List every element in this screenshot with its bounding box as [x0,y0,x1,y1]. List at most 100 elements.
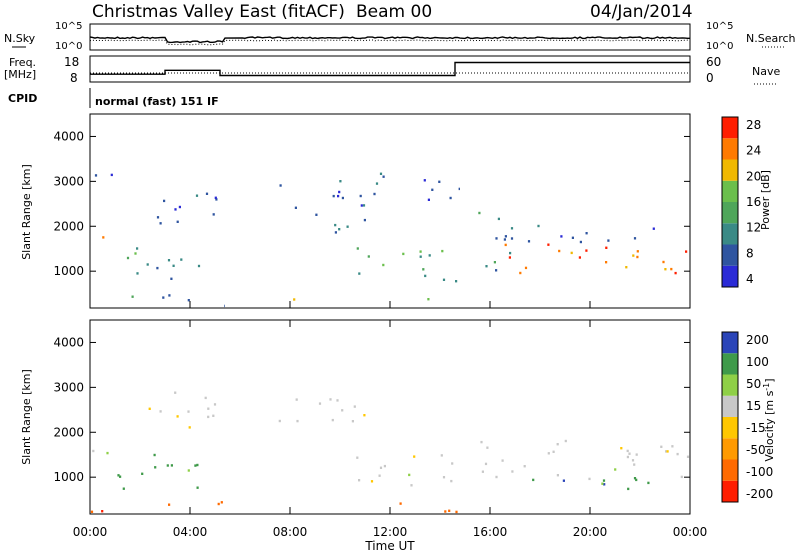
power-echo-cell [423,179,426,182]
velocity-echo-cell [399,502,402,505]
power-echo-cell [205,192,209,195]
power-echo-cell [441,249,444,253]
power-echo-cell [176,220,179,223]
power-colorbar-segment [722,117,738,139]
velocity-colorbar-tick: 200 [746,333,769,347]
power-echo-cell [442,278,446,281]
velocity-panel: 4000 3000 2000 1000 Slant Range [km] 200 100… [20,301,776,553]
velocity-colorbar-segment [722,480,738,502]
noise-right-ytick-bottom: 10^0 [706,41,733,52]
velocity-echo-cell [379,466,383,469]
velocity-echo-cell [363,414,366,417]
velocity-echo-cell [141,472,144,475]
velocity-colorbar-tick: -200 [746,487,773,501]
velocity-echo-cell [117,474,120,477]
power-echo-cell [524,266,528,270]
cpid-label: CPID [8,92,37,105]
velocity-echo-cell [353,405,356,408]
power-echo-cell [427,298,430,301]
velocity-echo-cell [686,455,690,458]
velocity-echo-cell [101,510,104,513]
velocity-echo-cell [220,501,223,504]
velocity-echo-cell [635,453,638,456]
velocity-echo-cell [176,415,179,418]
velocity-echo-cell [170,464,173,467]
frequency-panel: Freq. [MHz] 18 8 60 0 Nave [4,55,780,85]
power-echo-cell [633,237,637,240]
velocity-echo-cell [187,469,190,472]
power-colorbar-segment [722,159,738,181]
velocity-echo-cell [626,455,629,459]
power-colorbar-segment [722,202,738,224]
velocity-echo-cell [633,477,637,480]
frequency-ytick-bottom: 8 [70,71,78,85]
power-echo-cell [334,223,337,227]
velocity-colorbar-frame [721,331,739,503]
velocity-echo-cell [148,407,151,410]
power-echo-cell [419,255,422,258]
velocity-echo-cell [614,468,617,471]
chart-title: Christmas Valley East (fitACF) [92,2,345,22]
velocity-echo-cell [660,445,663,448]
noise-sky-line [89,36,690,44]
velocity-echo-cell [188,426,191,429]
power-echo-cell [478,211,481,215]
power-echo-cell [338,190,341,194]
velocity-echo-cell [119,475,122,478]
power-echo-cell [674,271,677,275]
noise-ytick-bottom: 10^0 [55,41,82,52]
power-echo-cell [363,218,366,222]
power-echo-cell [579,240,582,244]
power-colorbar: 28 24 20 16 12 8 4 [721,116,761,288]
velocity-echo-cell [212,414,215,417]
power-echo-cell [547,243,550,246]
velocity-gap [460,320,465,514]
velocity-colorbar-tick: 15 [746,399,761,413]
power-echo-cell [585,232,588,235]
power-echo-cell [163,199,166,203]
velocity-colorbar-segment [722,374,738,396]
power-echo-cell [510,237,514,240]
velocity-echo-cell [92,449,95,453]
power-echo-cell [159,222,162,225]
velocity-echo-cell [601,482,604,485]
velocity-echo-cell [194,464,197,467]
velocity-colorbar: 200 100 50 15 -15 -50 -100 -200 [721,331,773,503]
velocity-echo-cell [204,396,207,400]
power-echo-cell [605,261,608,264]
velocity-echo-cell [153,453,156,457]
power-echo-cell [373,192,376,196]
velocity-echo-cell [501,459,504,462]
velocity-colorbar-segment [722,353,738,375]
time-tick-label: 16:00 [473,525,508,539]
velocity-ytick-label: 3000 [53,380,84,394]
velocity-echo-cell [552,450,555,453]
power-gap [225,114,243,308]
velocity-ytick-label: 1000 [53,470,84,484]
power-ylabel: Slant Range [km] [20,164,33,260]
velocity-echo-cell [486,446,489,449]
noise-ytick-top: 10^5 [55,21,82,32]
power-echo-cell [215,198,218,201]
velocity-ylabel: Slant Range [km] [20,369,33,465]
power-echo-cell [670,267,673,271]
time-tick-label: 00:00 [73,525,108,539]
power-echo-cell [367,255,370,258]
velocity-echo-cell [588,477,591,481]
power-echo-cell [537,224,540,228]
power-echo-cell [360,204,363,207]
frequency-ytick-top: 18 [64,55,79,69]
time-tick-label: 12:00 [373,525,408,539]
power-echo-cell [136,247,139,250]
velocity-echo-cell [532,478,535,482]
velocity-echo-cell [628,452,631,455]
power-echo-cell [293,298,296,301]
time-tick-label: 00:00 [673,525,708,539]
date-label: 04/Jan/2014 [590,2,693,22]
velocity-echo-cell [383,464,386,468]
power-echo-cell [685,250,688,253]
velocity-echo-cell [207,415,210,419]
power-echo-cell [168,294,171,297]
power-echo-cell [625,266,628,269]
